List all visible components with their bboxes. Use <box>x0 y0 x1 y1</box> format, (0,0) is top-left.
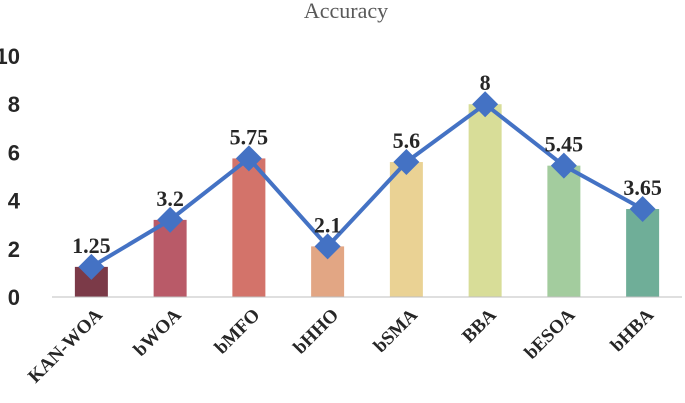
y-tick-label: 2 <box>8 237 20 262</box>
y-tick-label: 10 <box>0 44 20 69</box>
x-tick-label: bHHO <box>289 305 343 359</box>
data-labels: 1.25 3.2 5.75 2.1 5.6 8 5.45 3.65 <box>72 70 662 258</box>
y-axis-ticks: 0 2 4 6 8 10 <box>0 44 21 310</box>
diamond-marker <box>550 152 577 179</box>
chart-title: Accuracy <box>304 0 388 23</box>
bar-bhba <box>626 209 660 297</box>
diamond-marker <box>78 253 105 280</box>
data-label: 8 <box>480 70 491 95</box>
x-tick-label: KAN-WOA <box>24 304 107 387</box>
accuracy-line <box>90 102 644 269</box>
data-label: 3.65 <box>623 175 662 200</box>
diamond-marker <box>629 196 656 223</box>
diamond-marker <box>235 145 262 172</box>
x-tick-label: bHBA <box>607 304 659 356</box>
diamond-marker <box>157 206 184 233</box>
y-tick-label: 6 <box>8 140 20 165</box>
y-tick-label: 8 <box>8 92 20 117</box>
x-tick-label: bMFO <box>211 305 265 359</box>
x-axis-ticks: KAN-WOA bWOA bMFO bHHO bSMA BBA bESOA bHBA <box>24 304 658 387</box>
x-tick-label: BBA <box>458 304 501 347</box>
data-label: 5.75 <box>230 124 269 149</box>
data-label: 2.1 <box>314 212 342 237</box>
bar-besoa <box>547 165 581 297</box>
bar-bba <box>468 104 502 297</box>
y-tick-label: 4 <box>8 189 21 214</box>
data-label: 5.45 <box>545 132 584 157</box>
diamond-markers <box>78 91 656 280</box>
accuracy-line-series <box>90 102 644 269</box>
x-tick-label: bSMA <box>370 304 422 356</box>
x-tick-label: bESOA <box>520 304 579 363</box>
bar-bmfo <box>232 158 266 297</box>
bars-group <box>74 104 660 297</box>
y-tick-label: 0 <box>8 285 20 310</box>
data-label: 1.25 <box>72 233 111 258</box>
data-label: 3.2 <box>156 186 184 211</box>
bar-bsma <box>389 162 423 297</box>
diamond-marker <box>472 91 499 118</box>
x-tick-label: bWOA <box>130 304 186 360</box>
diamond-marker <box>393 149 420 176</box>
diamond-marker <box>314 233 341 260</box>
data-label: 5.6 <box>393 128 421 153</box>
